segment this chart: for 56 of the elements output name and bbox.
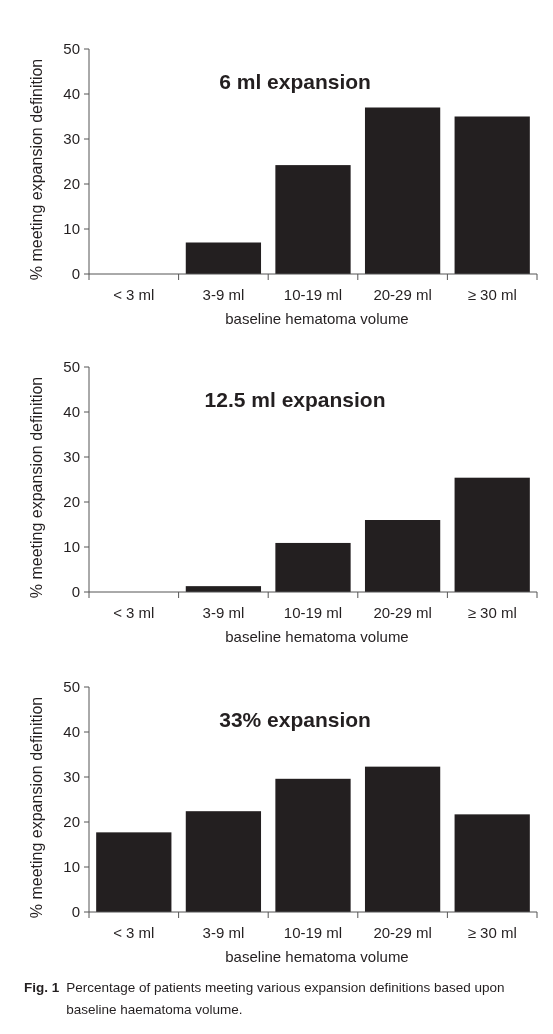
x-tick-label: 3-9 ml [202,604,245,621]
y-tick-label: 30 [63,768,80,786]
y-tick-label: 30 [63,448,80,466]
x-tick-label: 20-29 ml [373,286,432,303]
bar [185,242,262,274]
bar [185,811,262,912]
x-tick-label: < 3 ml [113,604,155,621]
bar [275,165,351,274]
x-tick-label: ≥ 30 ml [467,924,517,941]
caption: Fig. 1 [24,979,60,997]
text: Percentage of patients meeting various expansion definitions based upon baseline haematoma volume. [66,979,506,1019]
y-axis-title: % meeting expansion definition [28,376,45,599]
y-axis-title: % meeting expansion definition [28,696,45,919]
y-tick-label: 30 [63,130,80,148]
bar [275,778,351,912]
y-tick-label: 0 [71,583,80,601]
x-tick-label: ≥ 30 ml [467,286,517,303]
text: 12.5 ml expansion [204,388,386,411]
x-tick-label: < 3 ml [113,924,155,941]
y-tick-label: 50 [63,358,80,376]
bar [454,116,530,274]
y-tick-label: 20 [63,813,80,831]
y-tick-label: 40 [63,85,80,103]
x-tick-label: 3-9 ml [202,924,245,941]
y-tick-label: 10 [63,538,80,556]
x-tick-label: ≥ 30 ml [467,604,517,621]
x-axis-title: baseline hematoma volume [225,310,409,327]
y-tick-label: 0 [71,903,80,921]
y-tick-label: 40 [63,723,80,741]
y-tick-label: 40 [63,403,80,421]
text: 6 ml expansion [219,70,371,93]
x-tick-label: < 3 ml [113,286,155,303]
bar [275,542,351,592]
x-tick-label: 20-29 ml [373,604,432,621]
bar [96,832,172,912]
x-tick-label: 20-29 ml [373,924,432,941]
y-tick-label: 50 [63,40,80,58]
y-tick-label: 10 [63,220,80,238]
bar [454,814,530,912]
y-tick-label: 0 [71,265,80,283]
y-tick-label: 20 [63,493,80,511]
bar [454,477,530,592]
x-axis-title: baseline hematoma volume [225,628,409,645]
bar [364,107,441,274]
y-axis-title: % meeting expansion definition [28,58,45,281]
x-tick-label: 10-19 ml [283,286,343,303]
y-tick-label: 20 [63,175,80,193]
bar [364,520,441,592]
x-tick-label: 10-19 ml [283,924,343,941]
bar [364,766,441,912]
text: 33% expansion [219,708,371,731]
x-tick-label: 3-9 ml [202,286,245,303]
y-tick-label: 10 [63,858,80,876]
x-axis-title: baseline hematoma volume [225,948,409,965]
y-tick-label: 50 [63,678,80,696]
x-tick-label: 10-19 ml [283,604,343,621]
